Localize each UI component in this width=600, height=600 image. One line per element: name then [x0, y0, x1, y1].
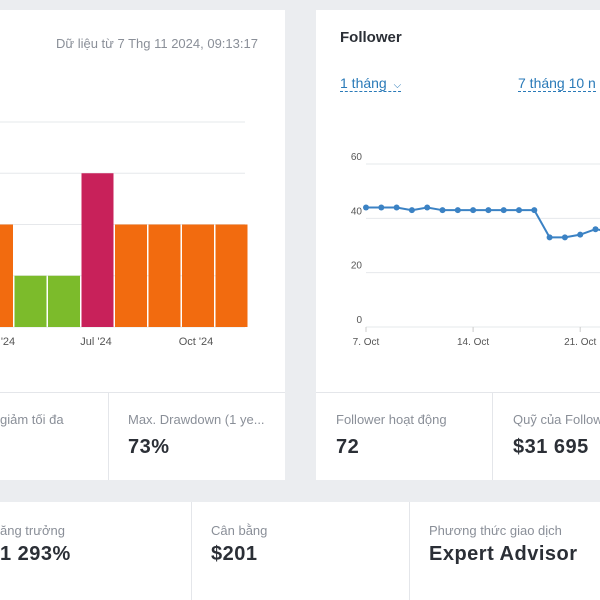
data-timestamp: Dữ liệu từ 7 Thg 11 2024, 09:13:17 — [56, 36, 258, 51]
summary-label-growth: ăng trưởng — [0, 523, 65, 538]
stat-value-max-drawdown: 73% — [128, 436, 170, 458]
follower-card: Follower 1 tháng ⌵ 7 tháng 10 n 0 20 40 60 7… — [316, 10, 600, 480]
stat-label-follower-funds: Quỹ của Follow — [513, 412, 600, 427]
x-tick-label: '24 — [1, 336, 15, 348]
date-range-link[interactable]: 7 tháng 10 n — [518, 75, 596, 92]
stats-divider — [316, 392, 600, 393]
data-point — [561, 234, 568, 241]
bar — [81, 173, 114, 327]
data-point — [577, 231, 584, 238]
stats-column-divider — [492, 392, 493, 480]
x-tick-label: Jul '24 — [80, 336, 111, 348]
summary-divider — [409, 502, 410, 600]
summary-label-trading-method: Phương thức giao dịch — [429, 523, 562, 538]
summary-value-growth: 1 293% — [0, 543, 71, 565]
stat-value-follower-funds: $31 695 — [513, 436, 589, 458]
data-point — [592, 226, 599, 233]
stat-label-active-followers: Follower hoạt động — [336, 412, 447, 427]
account-summary-row: ăng trưởng 1 293% Cân bằng $201 Phương t… — [0, 502, 600, 600]
y-tick-label: 60 — [351, 152, 363, 163]
follower-line-chart: 0 20 40 60 7. Oct 14. Oct 21. Oct — [351, 152, 600, 348]
growth-bar-chart: '24 Jul '24 Oct '24 — [0, 121, 248, 348]
summary-value-balance: $201 — [211, 543, 258, 565]
summary-divider — [191, 502, 192, 600]
period-dropdown-label: 1 tháng — [340, 75, 387, 91]
period-dropdown[interactable]: 1 tháng ⌵ — [340, 75, 402, 92]
bar — [0, 224, 13, 327]
growth-chart-card: Dữ liệu từ 7 Thg 11 2024, 09:13:17 '24 Ju… — [0, 10, 285, 480]
data-point — [408, 207, 415, 214]
data-point — [531, 207, 538, 214]
data-point — [485, 207, 492, 214]
y-tick-label: 0 — [356, 315, 362, 326]
stats-divider — [0, 392, 285, 393]
data-point — [439, 207, 446, 214]
x-tick-label: 14. Oct — [457, 337, 489, 348]
bar — [215, 224, 248, 327]
data-point — [500, 207, 507, 214]
bar — [115, 224, 147, 327]
y-tick-label: 40 — [351, 206, 363, 217]
stat-value-active-followers: 72 — [336, 436, 360, 458]
data-point — [546, 234, 553, 241]
bar — [48, 275, 80, 327]
summary-value-trading-method: Expert Advisor — [429, 543, 578, 565]
data-point — [378, 204, 385, 211]
series-line — [366, 206, 600, 239]
x-tick-label: 21. Oct — [564, 337, 596, 348]
data-point — [470, 207, 477, 214]
x-tick-label: 7. Oct — [353, 337, 380, 348]
data-point — [363, 204, 369, 211]
data-point — [424, 204, 431, 211]
x-tick-label: Oct '24 — [179, 336, 214, 348]
data-point — [393, 204, 400, 211]
bar — [182, 224, 214, 327]
bar — [148, 224, 181, 327]
y-tick-label: 20 — [351, 261, 363, 272]
data-point — [516, 207, 522, 214]
stat-label-max-drop: giảm tối đa — [0, 412, 64, 427]
stats-column-divider — [108, 392, 109, 480]
follower-title: Follower — [340, 29, 402, 46]
data-point — [454, 207, 461, 214]
chevron-down-icon: ⌵ — [393, 80, 402, 91]
summary-label-balance: Cân bằng — [211, 523, 268, 538]
stat-label-max-drawdown: Max. Drawdown (1 ye... — [128, 412, 265, 427]
bar — [14, 275, 47, 327]
